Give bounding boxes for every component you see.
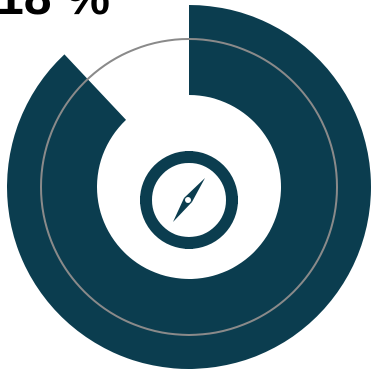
compass-tick-left bbox=[140, 196, 150, 204]
compass-tick-top bbox=[185, 151, 193, 161]
compass-tick-bottom bbox=[185, 239, 193, 249]
compass-pivot bbox=[185, 197, 191, 203]
percent-headline: 18 % bbox=[0, 0, 110, 22]
compass-needle-south bbox=[173, 198, 192, 222]
compass-icon bbox=[140, 151, 238, 249]
compass-tick-right bbox=[228, 196, 238, 204]
guide-ring bbox=[40, 38, 338, 336]
compass-needle-north bbox=[184, 178, 205, 202]
progress-arc bbox=[6, 5, 372, 369]
